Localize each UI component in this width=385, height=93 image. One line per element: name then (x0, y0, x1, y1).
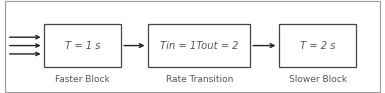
Text: Slower Block: Slower Block (289, 75, 346, 84)
Text: T = 1 s: T = 1 s (65, 41, 100, 51)
Bar (44, 24, 121, 67)
Text: Rate Transition: Rate Transition (166, 75, 233, 84)
Text: Tin = 1Tout = 2: Tin = 1Tout = 2 (160, 41, 238, 51)
Text: T = 2 s: T = 2 s (300, 41, 335, 51)
Bar (148, 24, 250, 67)
Text: Faster Block: Faster Block (55, 75, 110, 84)
Bar (279, 24, 356, 67)
